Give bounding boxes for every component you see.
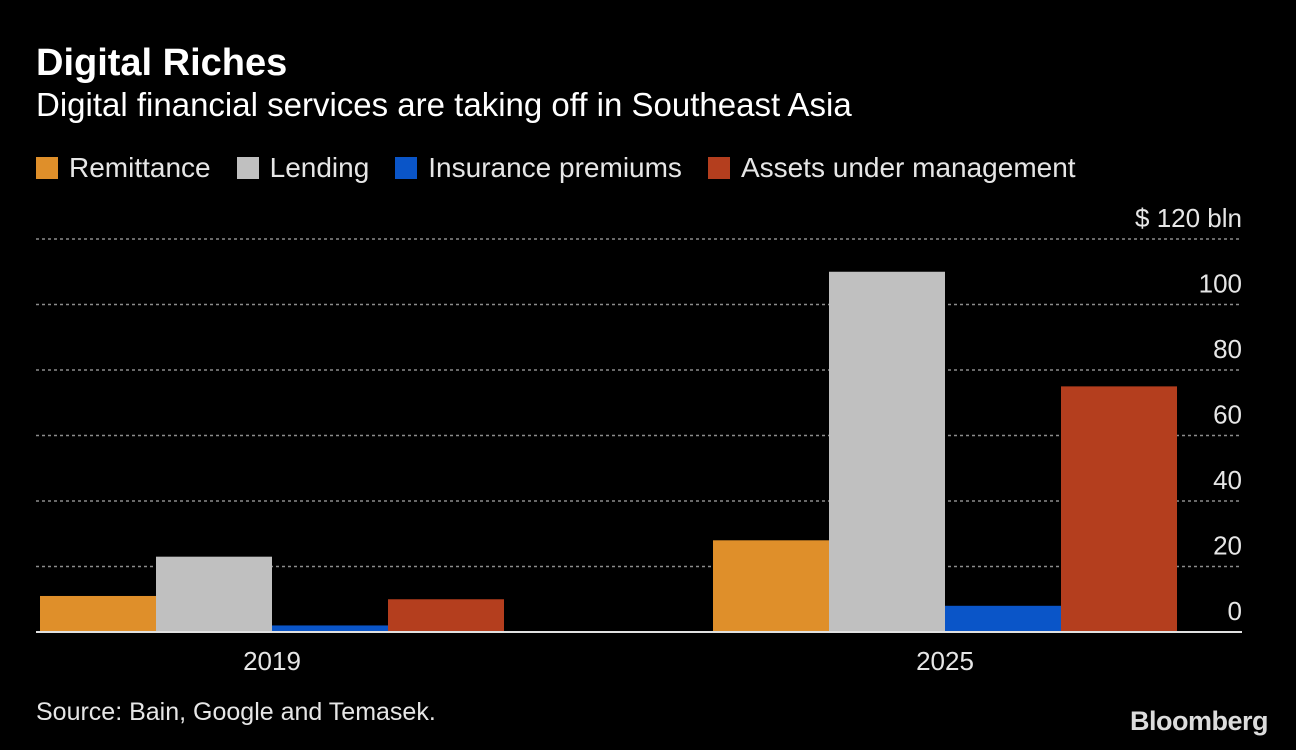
y-tick-label-60: 60 — [1213, 400, 1242, 430]
chart-title: Digital Riches — [36, 42, 288, 84]
legend-label-insurance-premiums: Insurance premiums — [428, 152, 682, 183]
bar-insurance-premiums-2019 — [272, 625, 388, 632]
bloomberg-logo: Bloomberg — [1129, 706, 1269, 736]
chart-subtitle: Digital financial services are taking of… — [36, 86, 852, 123]
bars — [40, 271, 1177, 632]
legend-swatch-insurance-premiums — [395, 157, 418, 179]
y-tick-label-120: $ 120 bln — [1135, 203, 1242, 233]
x-tick-label-2019: 2019 — [243, 646, 301, 676]
bar-assets-under-management-2019 — [388, 599, 504, 632]
y-tick-label-100: 100 — [1199, 269, 1242, 299]
legend-label-lending: Lending — [269, 152, 370, 183]
y-tick-label-0: 0 — [1228, 596, 1242, 626]
source-note: Source: Bain, Google and Temasek. — [36, 698, 436, 726]
legend-item-remittance: Remittance — [36, 152, 211, 184]
y-tick-label-80: 80 — [1213, 334, 1242, 364]
bar-remittance-2019 — [40, 595, 156, 632]
bar-lending-2025 — [829, 271, 945, 632]
legend-label-assets-under-management: Assets under management — [740, 152, 1076, 183]
legend-swatch-lending — [236, 157, 259, 179]
legend-item-lending: Lending — [236, 152, 370, 184]
legend-item-assets-under-management: Assets under management — [707, 152, 1076, 184]
bar-remittance-2025 — [713, 540, 829, 632]
bar-lending-2019 — [156, 556, 272, 632]
x-tick-label-2025: 2025 — [916, 646, 974, 676]
legend-label-remittance: Remittance — [69, 152, 211, 183]
y-tick-label-40: 40 — [1213, 465, 1242, 495]
legend-item-insurance-premiums: Insurance premiums — [395, 152, 682, 184]
bar-assets-under-management-2025 — [1061, 386, 1177, 632]
legend-swatch-assets-under-management — [707, 157, 730, 179]
y-tick-label-20: 20 — [1213, 531, 1242, 561]
bar-insurance-premiums-2025 — [945, 605, 1061, 632]
chart-legend: Remittance Lending Insurance premiums As… — [36, 150, 1102, 186]
axes: 0 20 40 60 80 100 $ 120 bln 2019 2025 — [36, 203, 1242, 676]
legend-swatch-remittance — [36, 157, 58, 179]
